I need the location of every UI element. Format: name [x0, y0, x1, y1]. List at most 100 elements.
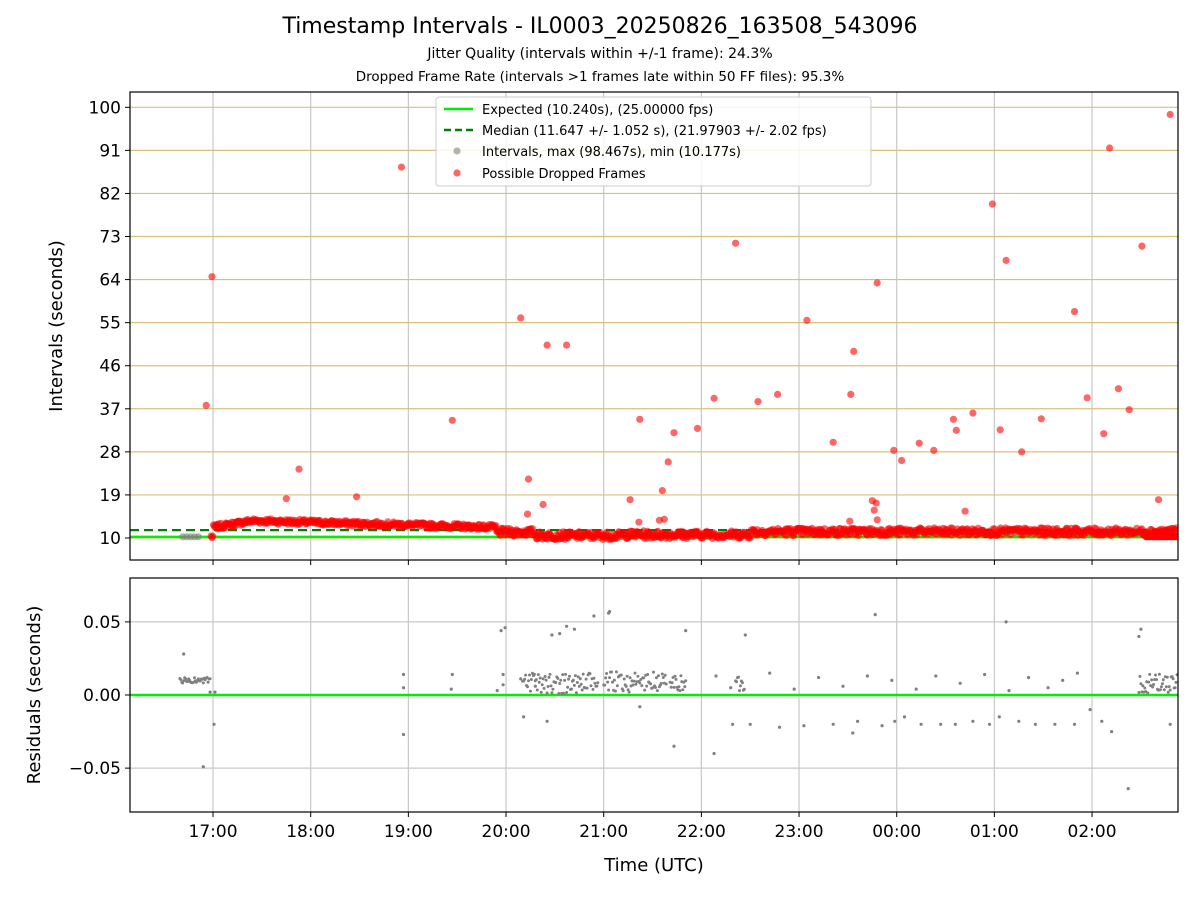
top-plot-points — [179, 110, 1178, 544]
residual-point — [534, 678, 538, 682]
bottom-plot-points — [178, 610, 1178, 791]
residual-point — [181, 681, 185, 685]
residual-point — [880, 724, 884, 728]
residual-point — [201, 681, 205, 685]
dropped-frame-point — [915, 439, 923, 447]
residual-point — [1110, 730, 1114, 734]
x-tick-label: 01:00 — [970, 822, 1019, 842]
residual-point — [1150, 678, 1154, 682]
residual-point — [1072, 722, 1077, 726]
dropped-frame-point — [873, 279, 881, 287]
residual-point — [584, 677, 588, 681]
residual-point — [1027, 675, 1031, 680]
residual-point — [532, 672, 536, 676]
x-tick-label: 00:00 — [872, 822, 921, 842]
residual-point — [567, 677, 570, 681]
dropped-frame-point — [563, 341, 571, 349]
residual-point — [595, 684, 599, 688]
residual-point — [714, 674, 718, 678]
residual-point — [633, 671, 637, 675]
residual-point — [890, 678, 894, 683]
residual-point — [1088, 708, 1092, 712]
dropped-frame-point — [774, 390, 782, 398]
top-y-axis-label: Intervals (seconds) — [46, 240, 67, 412]
residual-point — [634, 682, 638, 686]
residual-point — [632, 679, 636, 683]
legend-median-label: Median (11.647 +/- 1.052 s), (21.97903 +… — [482, 124, 827, 139]
residual-point — [612, 678, 616, 682]
residual-point — [1033, 722, 1037, 726]
residual-point — [611, 680, 614, 684]
residual-point — [565, 624, 569, 628]
dropped-frame-point — [664, 458, 672, 466]
top-y-tick-label: 82 — [99, 184, 121, 204]
residual-point — [748, 722, 752, 726]
dropped-frame-point — [539, 500, 547, 509]
dropped-frame-point — [1125, 406, 1133, 414]
top-plot-frame — [129, 91, 1179, 561]
dropped-frame-point — [1070, 308, 1079, 316]
residual-point — [831, 722, 835, 726]
bottom-y-tick-label: −0.05 — [69, 759, 121, 779]
residual-point — [983, 672, 987, 677]
dropped-frame-point — [949, 415, 958, 423]
residual-point — [545, 691, 549, 695]
residual-point — [953, 722, 957, 726]
top-y-tick-label: 64 — [99, 271, 121, 291]
residual-point — [588, 672, 592, 676]
dropped-frame-point — [829, 438, 837, 446]
top-y-tick-label: 73 — [99, 228, 121, 248]
residual-point — [579, 682, 583, 686]
residual-point — [1046, 686, 1050, 690]
residual-point — [1151, 685, 1155, 689]
residual-point — [576, 675, 580, 679]
residual-point — [678, 689, 682, 693]
dropped-frame-point — [282, 495, 290, 503]
residual-point — [212, 722, 216, 726]
residual-point — [537, 680, 541, 684]
dropped-frame-point — [517, 314, 525, 322]
residual-point — [182, 679, 186, 683]
residual-point — [934, 674, 938, 678]
dropped-frame-point — [803, 316, 811, 324]
residual-point — [550, 633, 554, 637]
residual-point — [1143, 686, 1147, 690]
residual-point — [208, 690, 212, 694]
residual-point — [1137, 634, 1141, 639]
dropped-frame-point — [543, 341, 551, 349]
dropped-frame-point — [670, 429, 678, 437]
top-y-tick-label: 37 — [99, 400, 121, 420]
legend: Expected (10.240s), (25.00000 fps) Media… — [435, 96, 872, 187]
dropped-frame-point — [1114, 385, 1122, 393]
residual-point — [528, 689, 532, 693]
residual-point — [503, 626, 507, 630]
residual-point — [501, 672, 505, 677]
residual-point — [533, 684, 537, 688]
residual-point — [450, 672, 454, 677]
residual-point — [1139, 682, 1143, 686]
dropped-frame-point — [1037, 415, 1045, 423]
dropped-frame-point — [873, 516, 881, 524]
top-y-tick-label: 55 — [99, 314, 121, 334]
residual-point — [1126, 787, 1130, 791]
residual-point — [606, 680, 610, 684]
residual-point — [1100, 719, 1104, 723]
residual-point — [1017, 719, 1021, 723]
dropped-frame-point — [1173, 533, 1178, 541]
residual-point — [614, 670, 618, 674]
residual-point — [528, 673, 531, 677]
top-y-tick-label: 91 — [99, 141, 121, 161]
residual-point — [608, 610, 612, 614]
residual-point — [577, 684, 581, 688]
residual-point — [581, 672, 585, 676]
residual-point — [1053, 722, 1057, 726]
residual-point — [1007, 689, 1011, 693]
residual-point — [570, 687, 573, 691]
residual-point — [1166, 690, 1170, 694]
residual-point — [738, 689, 741, 693]
residual-point — [914, 687, 918, 691]
residual-point — [646, 673, 650, 676]
residual-point — [1168, 722, 1172, 726]
residual-point — [663, 673, 667, 677]
residual-point — [554, 681, 558, 684]
